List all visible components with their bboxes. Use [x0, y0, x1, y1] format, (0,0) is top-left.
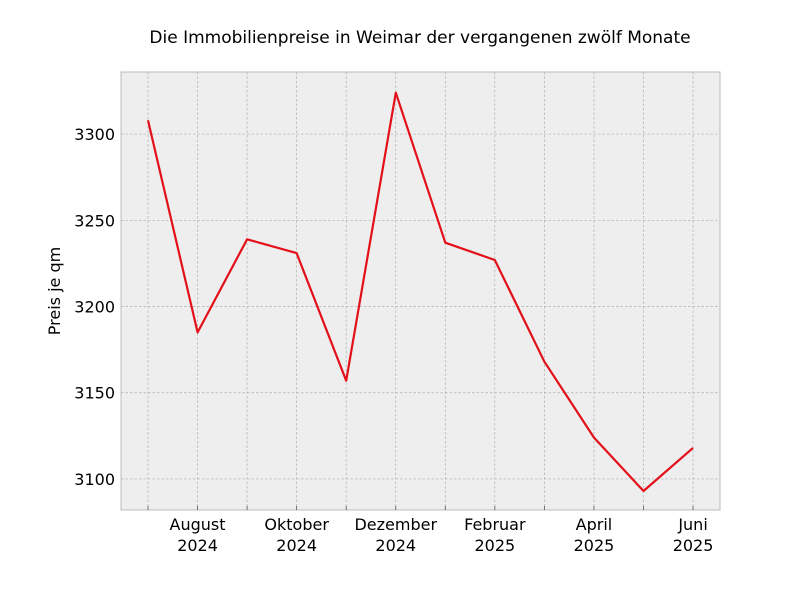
x-tick-label: April 2025	[574, 515, 615, 555]
x-tick-label: Juni 2025	[673, 515, 714, 555]
minor-x-ticks	[147, 506, 694, 510]
x-tick-label: Oktober 2024	[264, 515, 329, 555]
grid-lines	[121, 72, 720, 510]
y-tick-label: 3100	[74, 470, 115, 489]
chart-title: Die Immobilienpreise in Weimar der verga…	[149, 28, 690, 48]
x-axis-ticks: August 2024 Oktober 2024 Dezember 2024 Februar…	[170, 515, 714, 555]
plot-area	[120, 71, 721, 511]
y-tick-label: 3250	[74, 211, 115, 230]
y-tick-label: 3150	[74, 384, 115, 403]
y-tick-label: 3300	[74, 125, 115, 144]
series-line	[146, 91, 694, 493]
y-tick-label: 3200	[74, 298, 115, 317]
x-tick-label: Dezember 2024	[354, 515, 437, 555]
y-axis-label: Preis je qm	[45, 247, 64, 335]
x-tick-label: Februar 2025	[464, 515, 526, 555]
y-axis-ticks: 3100 3150 3200 3250 3300	[74, 125, 115, 489]
x-tick-label: August 2024	[170, 515, 226, 555]
